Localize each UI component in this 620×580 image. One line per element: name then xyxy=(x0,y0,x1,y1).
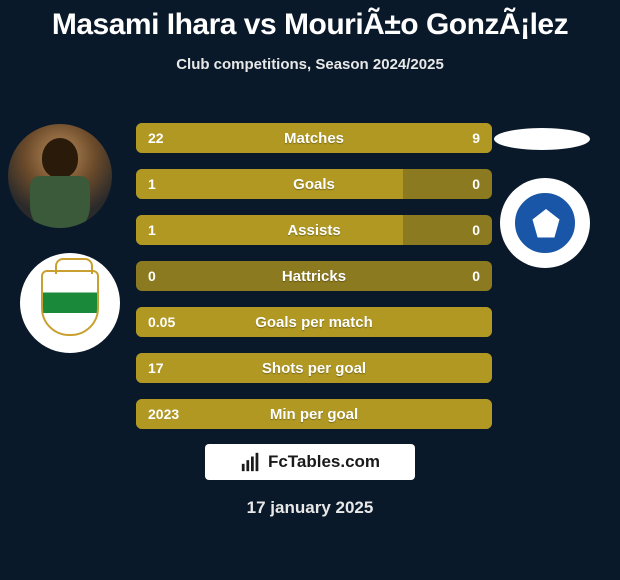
stat-row: 10Goals xyxy=(136,169,492,199)
stat-label: Shots per goal xyxy=(136,353,492,383)
player-right-avatar xyxy=(494,128,590,150)
footer-brand-text: FcTables.com xyxy=(268,452,380,472)
stat-row: 00Hattricks xyxy=(136,261,492,291)
club-right-crest-shape xyxy=(515,193,575,253)
player-left-avatar xyxy=(8,124,112,228)
stat-row: 229Matches xyxy=(136,123,492,153)
stat-row: 2023Min per goal xyxy=(136,399,492,429)
stat-label: Goals xyxy=(136,169,492,199)
footer-brand-badge: FcTables.com xyxy=(205,444,415,480)
stat-label: Min per goal xyxy=(136,399,492,429)
stat-label: Assists xyxy=(136,215,492,245)
stat-label: Hattricks xyxy=(136,261,492,291)
chart-icon xyxy=(240,451,262,473)
date-text: 17 january 2025 xyxy=(0,498,620,518)
stat-label: Goals per match xyxy=(136,307,492,337)
page-title: Masami Ihara vs MouriÃ±o GonzÃ¡lez xyxy=(0,0,620,42)
stat-label: Matches xyxy=(136,123,492,153)
club-left-crest xyxy=(20,253,120,353)
page-subtitle: Club competitions, Season 2024/2025 xyxy=(0,56,620,73)
stats-bars-container: 229Matches 10Goals 10Assists 00Hattricks 0.0… xyxy=(136,123,492,445)
club-left-crest-shape xyxy=(41,270,99,336)
club-right-crest xyxy=(500,178,590,268)
stat-row: 17Shots per goal xyxy=(136,353,492,383)
stat-row: 0.05Goals per match xyxy=(136,307,492,337)
stat-row: 10Assists xyxy=(136,215,492,245)
